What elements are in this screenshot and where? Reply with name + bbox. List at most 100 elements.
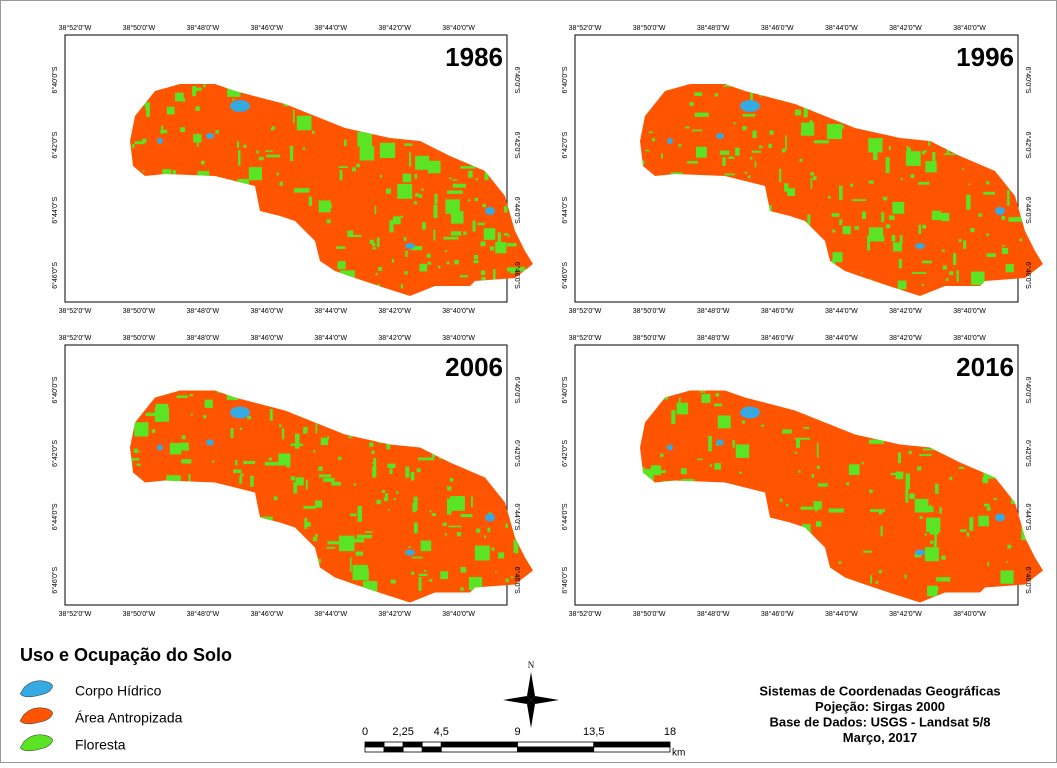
forest-patch (379, 142, 396, 159)
forest-patch (795, 437, 811, 440)
forest-patch (505, 523, 508, 528)
forest-patch (816, 521, 822, 527)
y-coordinate-label: 6°46'0"S (1024, 262, 1032, 289)
forest-patch (411, 571, 415, 575)
forest-patch (145, 412, 162, 417)
y-coordinate-label: 6°40'0"S (51, 66, 59, 93)
forest-patch (268, 457, 272, 461)
forest-patch (817, 483, 828, 487)
x-coordinate-label: 38°52'0"W (569, 307, 602, 315)
forest-patch (958, 239, 962, 242)
forest-patch (482, 203, 486, 208)
forest-patch (1002, 247, 1009, 254)
forest-patch (293, 109, 295, 124)
forest-patch (203, 84, 206, 88)
forest-patch (941, 555, 946, 560)
y-coordinate-label: 6°44'0"S (561, 503, 569, 530)
legend-title: Uso e Ocupação do Solo (20, 645, 232, 665)
y-coordinate-label: 6°42'0"S (51, 440, 59, 467)
forest-patch (982, 477, 989, 484)
forest-patch (735, 147, 740, 156)
forest-patch (694, 92, 703, 96)
forest-patch (796, 439, 800, 448)
forest-patch (760, 424, 764, 427)
forest-patch (343, 139, 347, 147)
forest-patch (347, 234, 362, 237)
forest-patch (917, 466, 922, 471)
forest-patch (648, 131, 653, 134)
forest-patch (194, 88, 198, 92)
forest-patch (447, 498, 452, 515)
legend-label: Área Antropizada (75, 710, 183, 726)
forest-patch (728, 156, 735, 159)
x-coordinate-label: 38°42'0"W (378, 334, 411, 342)
forest-patch (921, 151, 926, 155)
forest-patch (696, 146, 707, 158)
forest-patch (785, 135, 787, 150)
forest-patch (181, 435, 186, 440)
forest-patch (400, 284, 404, 289)
forest-patch (374, 205, 377, 214)
forest-patch (878, 510, 883, 515)
forest-patch (661, 153, 663, 159)
forest-patch (671, 410, 676, 425)
forest-patch (428, 579, 433, 582)
forest-patch (926, 517, 941, 532)
forest-patch (878, 235, 885, 242)
forest-patch (897, 280, 907, 290)
scale-label: 9 (514, 726, 520, 738)
forest-patch (719, 150, 730, 155)
map-panel: 1996 38°52'0"W 38°52'0"W 38°50'0"W 38°50'0"W… (561, 24, 1043, 315)
forest-patch (162, 169, 172, 179)
forest-patch (420, 540, 432, 552)
y-coordinate-label: 6°44'0"S (1024, 503, 1032, 530)
x-coordinate-label: 38°40'0"W (953, 610, 986, 618)
forest-patch (247, 415, 251, 420)
forest-patch (460, 166, 476, 169)
forest-patch (353, 483, 356, 486)
forest-patch (327, 541, 341, 545)
forest-patch (678, 397, 681, 410)
forest-patch (421, 222, 426, 230)
forest-patch (315, 422, 318, 434)
forest-patch (265, 150, 273, 152)
forest-patch (445, 199, 460, 214)
forest-patch (919, 454, 932, 456)
forest-patch (750, 157, 753, 160)
forest-patch (861, 462, 864, 465)
forest-patch (781, 148, 786, 153)
forest-patch (387, 463, 396, 468)
x-coordinate-label: 38°44'0"W (825, 307, 858, 315)
forest-patch (169, 442, 182, 455)
water-body (157, 138, 163, 144)
y-coordinate-label: 6°44'0"S (513, 197, 521, 224)
y-coordinate-label: 6°42'0"S (513, 132, 521, 159)
forest-patch (414, 174, 418, 179)
scale-segment (402, 746, 423, 753)
forest-patch (747, 175, 751, 179)
forest-patch (483, 241, 486, 245)
forest-patch (459, 275, 468, 278)
y-coordinate-label: 6°40'0"S (1024, 377, 1032, 404)
y-coordinate-label: 6°46'0"S (561, 262, 569, 289)
forest-patch (890, 472, 904, 475)
forest-patch (840, 125, 845, 129)
forest-patch (376, 499, 381, 505)
forest-patch (875, 581, 879, 584)
forest-patch (408, 546, 411, 549)
forest-patch (396, 491, 399, 494)
y-coordinate-label: 6°42'0"S (1024, 440, 1032, 467)
forest-patch (480, 270, 486, 275)
forest-patch (416, 468, 421, 473)
forest-patch (427, 261, 432, 265)
forest-patch (733, 122, 736, 125)
forest-patch (452, 183, 466, 188)
forest-patch (498, 552, 505, 559)
forest-patch (812, 176, 817, 180)
forest-patch (495, 570, 497, 573)
forest-patch (993, 498, 997, 501)
forest-patch (337, 261, 346, 270)
scale-segment (593, 746, 671, 753)
forest-patch (449, 177, 452, 180)
forest-patch (145, 102, 150, 111)
